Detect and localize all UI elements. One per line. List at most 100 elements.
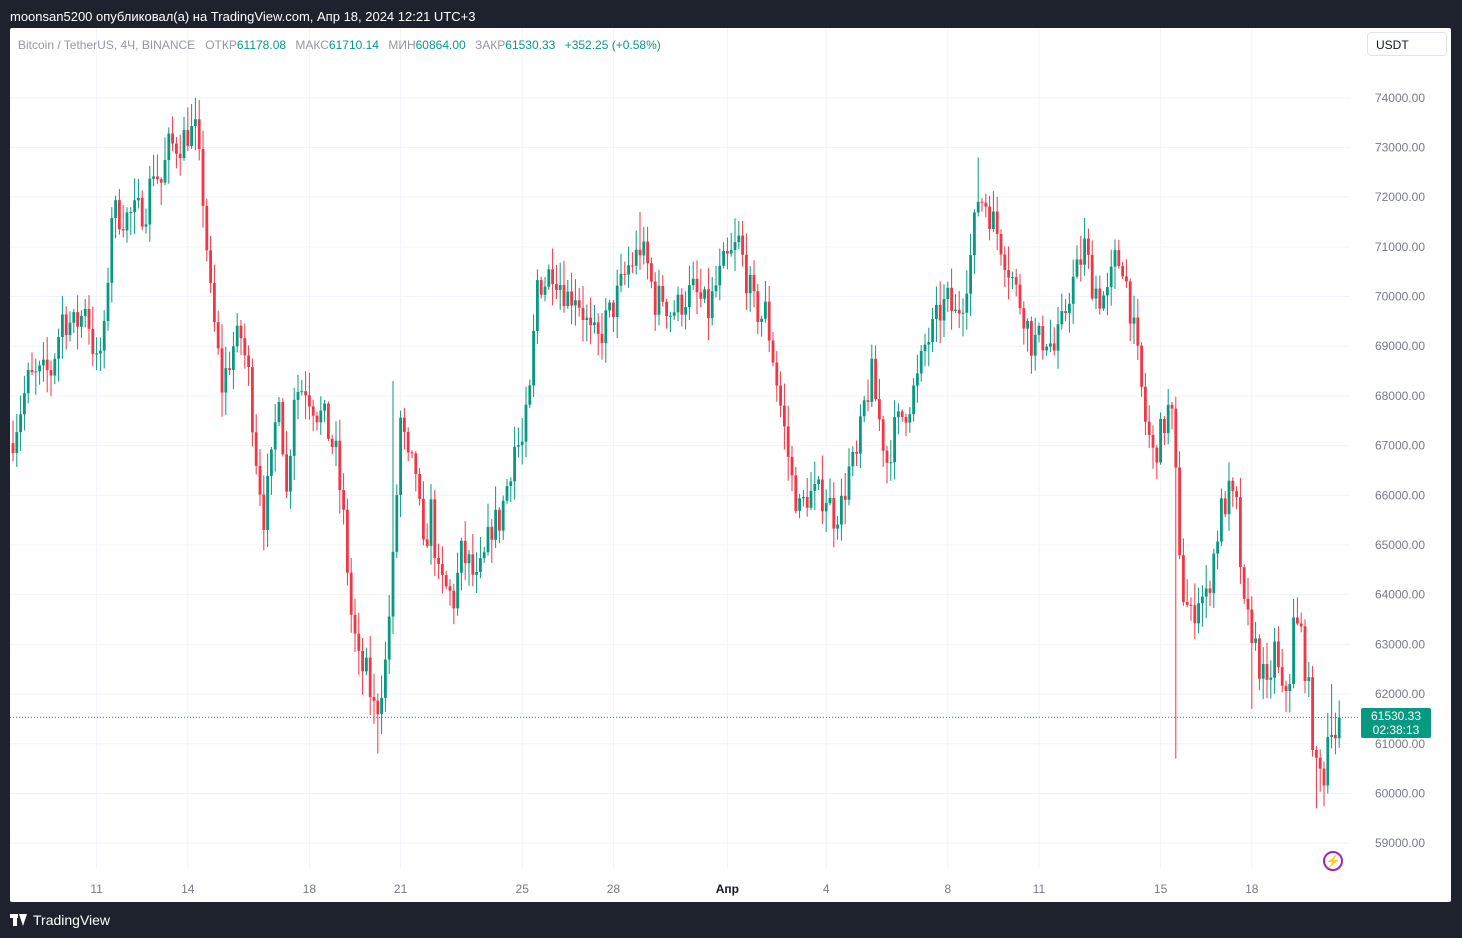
candle-body (391, 551, 395, 617)
candle-body (1227, 480, 1231, 515)
candle-body (1174, 408, 1178, 468)
candle-body (505, 486, 509, 501)
candle-body (171, 133, 174, 144)
candle-body (167, 133, 171, 161)
candle-body (216, 322, 220, 349)
candle-body (30, 369, 34, 373)
candle-body (1045, 346, 1048, 351)
candle-body (315, 415, 319, 423)
candle-body (463, 540, 467, 564)
candle-body (1299, 623, 1303, 627)
candle-body (68, 322, 72, 336)
candle-body (684, 306, 687, 315)
candle-body (1231, 480, 1235, 492)
candle-body (714, 285, 718, 292)
candle-body (912, 385, 915, 415)
candle-body (729, 250, 733, 254)
candle-body (764, 301, 767, 319)
candle-body (938, 304, 942, 321)
candle-body (1041, 325, 1045, 351)
candle-body (83, 309, 87, 316)
candle-body (1060, 311, 1064, 325)
candle-body (672, 312, 676, 316)
candle-body (437, 557, 440, 564)
close-label: ЗАКР (475, 38, 506, 52)
candle-body (1296, 617, 1299, 624)
candle-body (680, 294, 684, 315)
candle-body (528, 385, 532, 405)
candle-body (387, 616, 391, 660)
candle-body (361, 650, 364, 672)
candle-body (596, 322, 600, 334)
candle-body (1056, 324, 1060, 351)
candle-body (604, 310, 608, 344)
candle-body (790, 456, 794, 476)
candle-body (821, 479, 824, 512)
footer: TradingView (0, 904, 1462, 938)
chart-frame[interactable]: 74000.00 73000.00 72000.00 71000.00 70000.00… (10, 28, 1451, 902)
candle-body (574, 300, 577, 306)
candle-body (942, 299, 946, 321)
candle-body (99, 350, 102, 354)
symbol-label[interactable]: Bitcoin / TetherUS, 4Ч, BINANCE (18, 38, 196, 52)
candle-body (304, 391, 307, 396)
candle-body (368, 657, 372, 698)
candle-body (106, 282, 110, 321)
candle-body (741, 235, 744, 255)
candle-body (1212, 553, 1216, 593)
candle-body (1147, 421, 1151, 435)
candle-body (72, 312, 76, 323)
candle-body (403, 417, 406, 432)
candle-body (163, 160, 167, 183)
candle-body (726, 251, 729, 254)
candlestick-chart[interactable]: 74000.00 73000.00 72000.00 71000.00 70000.00… (10, 28, 1451, 902)
candle-body (851, 451, 855, 467)
candle-body (452, 590, 456, 609)
y-tick-label: 71000.00 (1375, 240, 1425, 254)
tradingview-logo-icon (10, 914, 28, 926)
candle-body (555, 284, 558, 291)
candle-body (235, 325, 239, 347)
y-tick-label: 59000.00 (1375, 836, 1425, 850)
candle-body (593, 322, 596, 326)
candle-body (357, 633, 361, 651)
y-tick-label: 65000.00 (1375, 538, 1425, 552)
candle-body (866, 400, 870, 402)
candle-body (973, 212, 976, 256)
low-value: 60864.00 (415, 38, 466, 52)
candle-body (539, 280, 543, 295)
candle-body (900, 411, 904, 417)
candle-body (254, 432, 258, 466)
candle-body (1151, 434, 1155, 448)
candle-body (182, 130, 186, 159)
candle-body (1136, 317, 1140, 346)
candle-body (205, 205, 209, 251)
candle-body (653, 281, 657, 315)
candle-body (847, 466, 851, 500)
candle-body (308, 395, 311, 407)
candle-body (467, 554, 471, 564)
candle-body (1193, 605, 1197, 624)
candle-body (258, 465, 262, 495)
candle-body (824, 503, 828, 512)
candle-body (1049, 343, 1052, 347)
candle-body (201, 149, 205, 206)
candle-body (64, 314, 68, 336)
candle-body (1117, 250, 1121, 267)
lightning-icon[interactable]: ⚡ (1323, 851, 1343, 871)
candle-body (384, 659, 387, 698)
x-tick-label: 18 (1245, 882, 1259, 896)
currency-selector[interactable]: USDT (1367, 32, 1447, 56)
candle-body (15, 432, 19, 454)
candle-body (133, 200, 136, 213)
tradingview-logo[interactable]: TradingView (10, 912, 110, 928)
candle-body (456, 572, 459, 609)
candle-body (34, 371, 38, 373)
candle-body (1075, 259, 1079, 277)
candle-body (273, 422, 277, 450)
candle-body (999, 233, 1003, 255)
candle-body (688, 285, 691, 307)
candle-body (1307, 677, 1311, 681)
candle-body (1315, 750, 1318, 758)
candle-body (1068, 303, 1071, 313)
